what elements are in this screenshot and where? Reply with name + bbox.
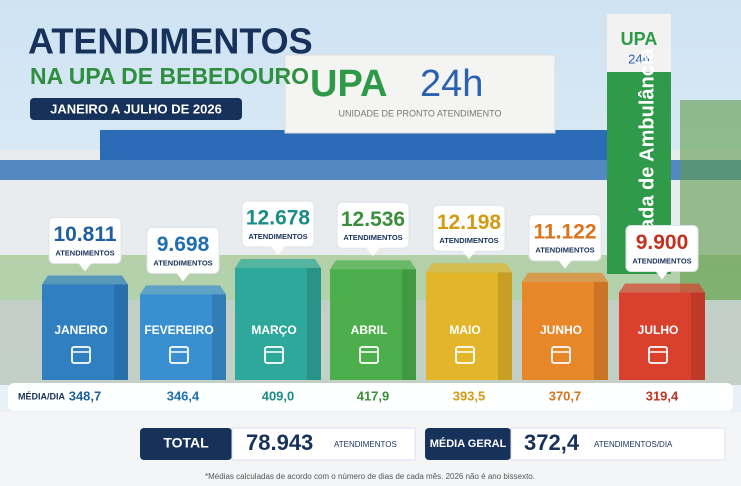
daily-value: 346,4 [167,388,200,403]
average-unit: ATENDIMENTOS/DIA [594,440,673,449]
bar [330,269,416,380]
value-label: 10.811 [53,223,116,246]
value-unit: ATENDIMENTOS [153,258,212,267]
value-unit: ATENDIMENTOS [439,236,498,245]
logo-caption: UNIDADE DE PRONTO ATENDIMENTO [338,108,501,118]
bar-shade [691,292,705,380]
calendar-icon [648,346,668,364]
average-label: MÉDIA GERAL [430,437,507,450]
bar-shade [212,294,226,380]
daily-row [8,383,733,411]
bar [140,294,226,380]
month-label: ABRIL [351,323,388,337]
bar-top [522,272,608,282]
bar-top [619,283,705,293]
bar [619,292,705,380]
value-label: 12.198 [437,211,502,234]
bar-shade [594,281,608,380]
callout-pointer [271,246,285,255]
calendar-icon [455,346,475,364]
callout-pointer [655,270,669,280]
average-box [510,427,726,461]
period: JANEIRO A JULHO DE 2026 [50,101,222,116]
bar-shade [498,272,512,380]
calendar-icon [359,346,379,364]
calendar-icon [71,346,91,364]
total-box [231,427,416,461]
value-label: 9.900 [636,231,689,254]
footnote: *Médias calculadas de acordo com o númer… [205,472,535,481]
total-value: 78.943 [246,430,313,455]
month-label: JANEIRO [54,323,107,337]
title: ATENDIMENTOS [28,21,313,62]
bar [42,284,128,380]
total-label: TOTAL [163,435,209,451]
bar [235,268,321,380]
month-label: MARÇO [251,323,296,337]
logo-board [284,54,556,134]
month-label: JULHO [638,323,679,337]
bar-top [235,259,321,268]
daily-value: 393,5 [453,388,486,403]
bar-top [330,260,416,270]
logo-upa: UPA [310,63,387,105]
bar-shade [114,284,128,380]
callout-pointer [176,272,190,282]
value-unit: ATENDIMENTOS [55,248,114,257]
side-sign-text: Entrada de Ambulância [636,48,658,270]
value-unit: ATENDIMENTOS [343,233,402,242]
average-value: 372,4 [524,430,580,455]
callout-pointer [366,247,380,257]
month-label: MAIO [449,323,480,337]
side-sign-24h: 24h [628,51,650,66]
value-label: 12.678 [246,207,311,230]
callout-pointer [558,259,572,269]
month-label: FEVEREIRO [144,323,213,337]
month-label: JUNHO [540,323,582,337]
subtitle: NA UPA DE BEBEDOURO [30,63,309,89]
bar-top [140,285,226,295]
building-band [100,130,620,160]
period-badge [30,98,242,120]
bar [426,272,512,380]
value-label: 11.122 [533,220,596,243]
value-label: 9.698 [157,233,210,256]
building-band [0,160,741,180]
value-label: 12.536 [341,208,405,231]
side-sign-top [607,14,671,72]
daily-value: 370,7 [549,388,582,403]
calendar-icon [169,346,189,364]
value-unit: ATENDIMENTOS [632,257,691,266]
total-unit: ATENDIMENTOS [334,440,397,449]
logo-24h: 24h [420,63,483,105]
daily-value: 348,7 [69,388,102,403]
daily-value: 409,0 [262,388,295,403]
calendar-icon [551,346,571,364]
bar-top [426,263,512,273]
daily-value: 319,4 [646,388,679,403]
value-unit: ATENDIMENTOS [248,232,307,241]
daily-label: MÉDIA/DIA [18,391,66,401]
bar-shade [402,269,416,380]
value-unit: ATENDIMENTOS [535,246,594,255]
daily-value: 417,9 [357,388,390,403]
calendar-icon [264,346,284,364]
total-badge [140,428,232,460]
side-sign-upa: UPA [621,29,658,49]
callout-pointer [462,250,476,260]
bar-top [42,275,128,285]
callout-pointer [78,262,92,272]
bar-shade [307,268,321,380]
average-badge [425,428,511,460]
